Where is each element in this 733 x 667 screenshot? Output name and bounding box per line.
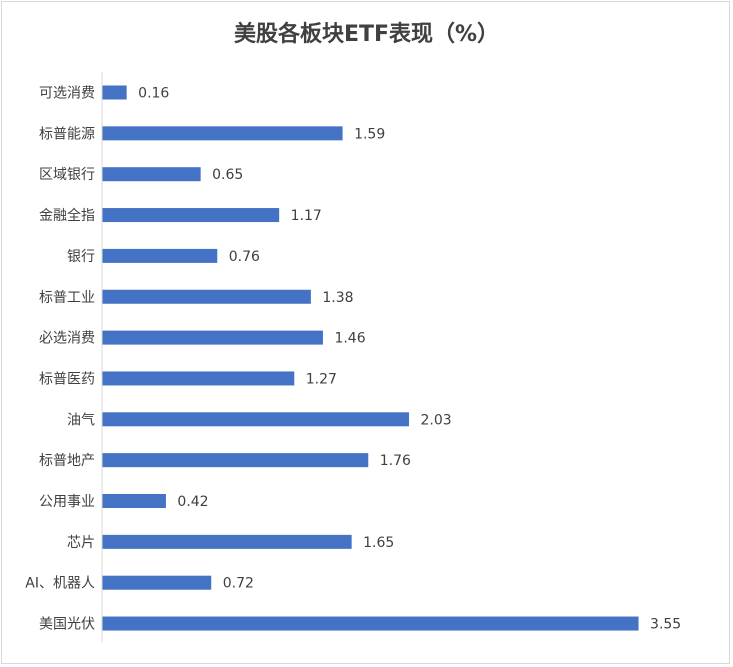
category-label: 标普医药 [39, 371, 95, 387]
bar [102, 616, 639, 631]
data-label: 1.38 [322, 290, 353, 306]
bar [102, 167, 201, 182]
data-label: 0.42 [177, 494, 208, 510]
data-label: 0.16 [138, 86, 169, 102]
category-label: 标普工业 [39, 290, 95, 306]
bar [102, 330, 323, 345]
category-label: 区域银行 [39, 167, 95, 183]
bar [102, 126, 343, 141]
bar [102, 534, 352, 549]
data-label: 1.17 [291, 208, 322, 224]
data-label: 1.59 [354, 126, 385, 142]
bar [102, 289, 311, 304]
category-label: 银行 [67, 249, 95, 265]
data-label: 1.65 [363, 535, 394, 551]
category-label: 标普能源 [39, 126, 95, 142]
bar [102, 453, 369, 468]
data-label: 2.03 [421, 412, 452, 428]
bar [102, 85, 127, 100]
data-label: 1.46 [334, 331, 365, 347]
bar [102, 575, 212, 590]
category-label: 美国光伏 [39, 617, 95, 633]
category-label: 标普地产 [39, 453, 95, 469]
category-label: 油气 [67, 412, 95, 428]
bar [102, 412, 410, 427]
category-label: 金融全指 [39, 207, 95, 224]
category-label: AI、机器人 [25, 576, 95, 592]
category-label: 公用事业 [39, 494, 95, 510]
data-label: 1.27 [306, 371, 337, 387]
data-label: 0.76 [229, 249, 260, 265]
data-label: 0.65 [212, 167, 243, 183]
category-label: 必选消费 [39, 331, 95, 347]
category-label: 芯片 [67, 535, 95, 551]
data-label: 0.72 [223, 576, 254, 592]
chart-title: 美股各板块ETF表现（%） [233, 22, 500, 47]
data-label: 1.76 [380, 453, 411, 469]
bar [102, 494, 166, 508]
category-label: 可选消费 [39, 86, 95, 102]
bar [102, 248, 218, 263]
bar [102, 208, 280, 223]
data-label: 3.55 [650, 617, 681, 633]
bar [102, 371, 295, 386]
